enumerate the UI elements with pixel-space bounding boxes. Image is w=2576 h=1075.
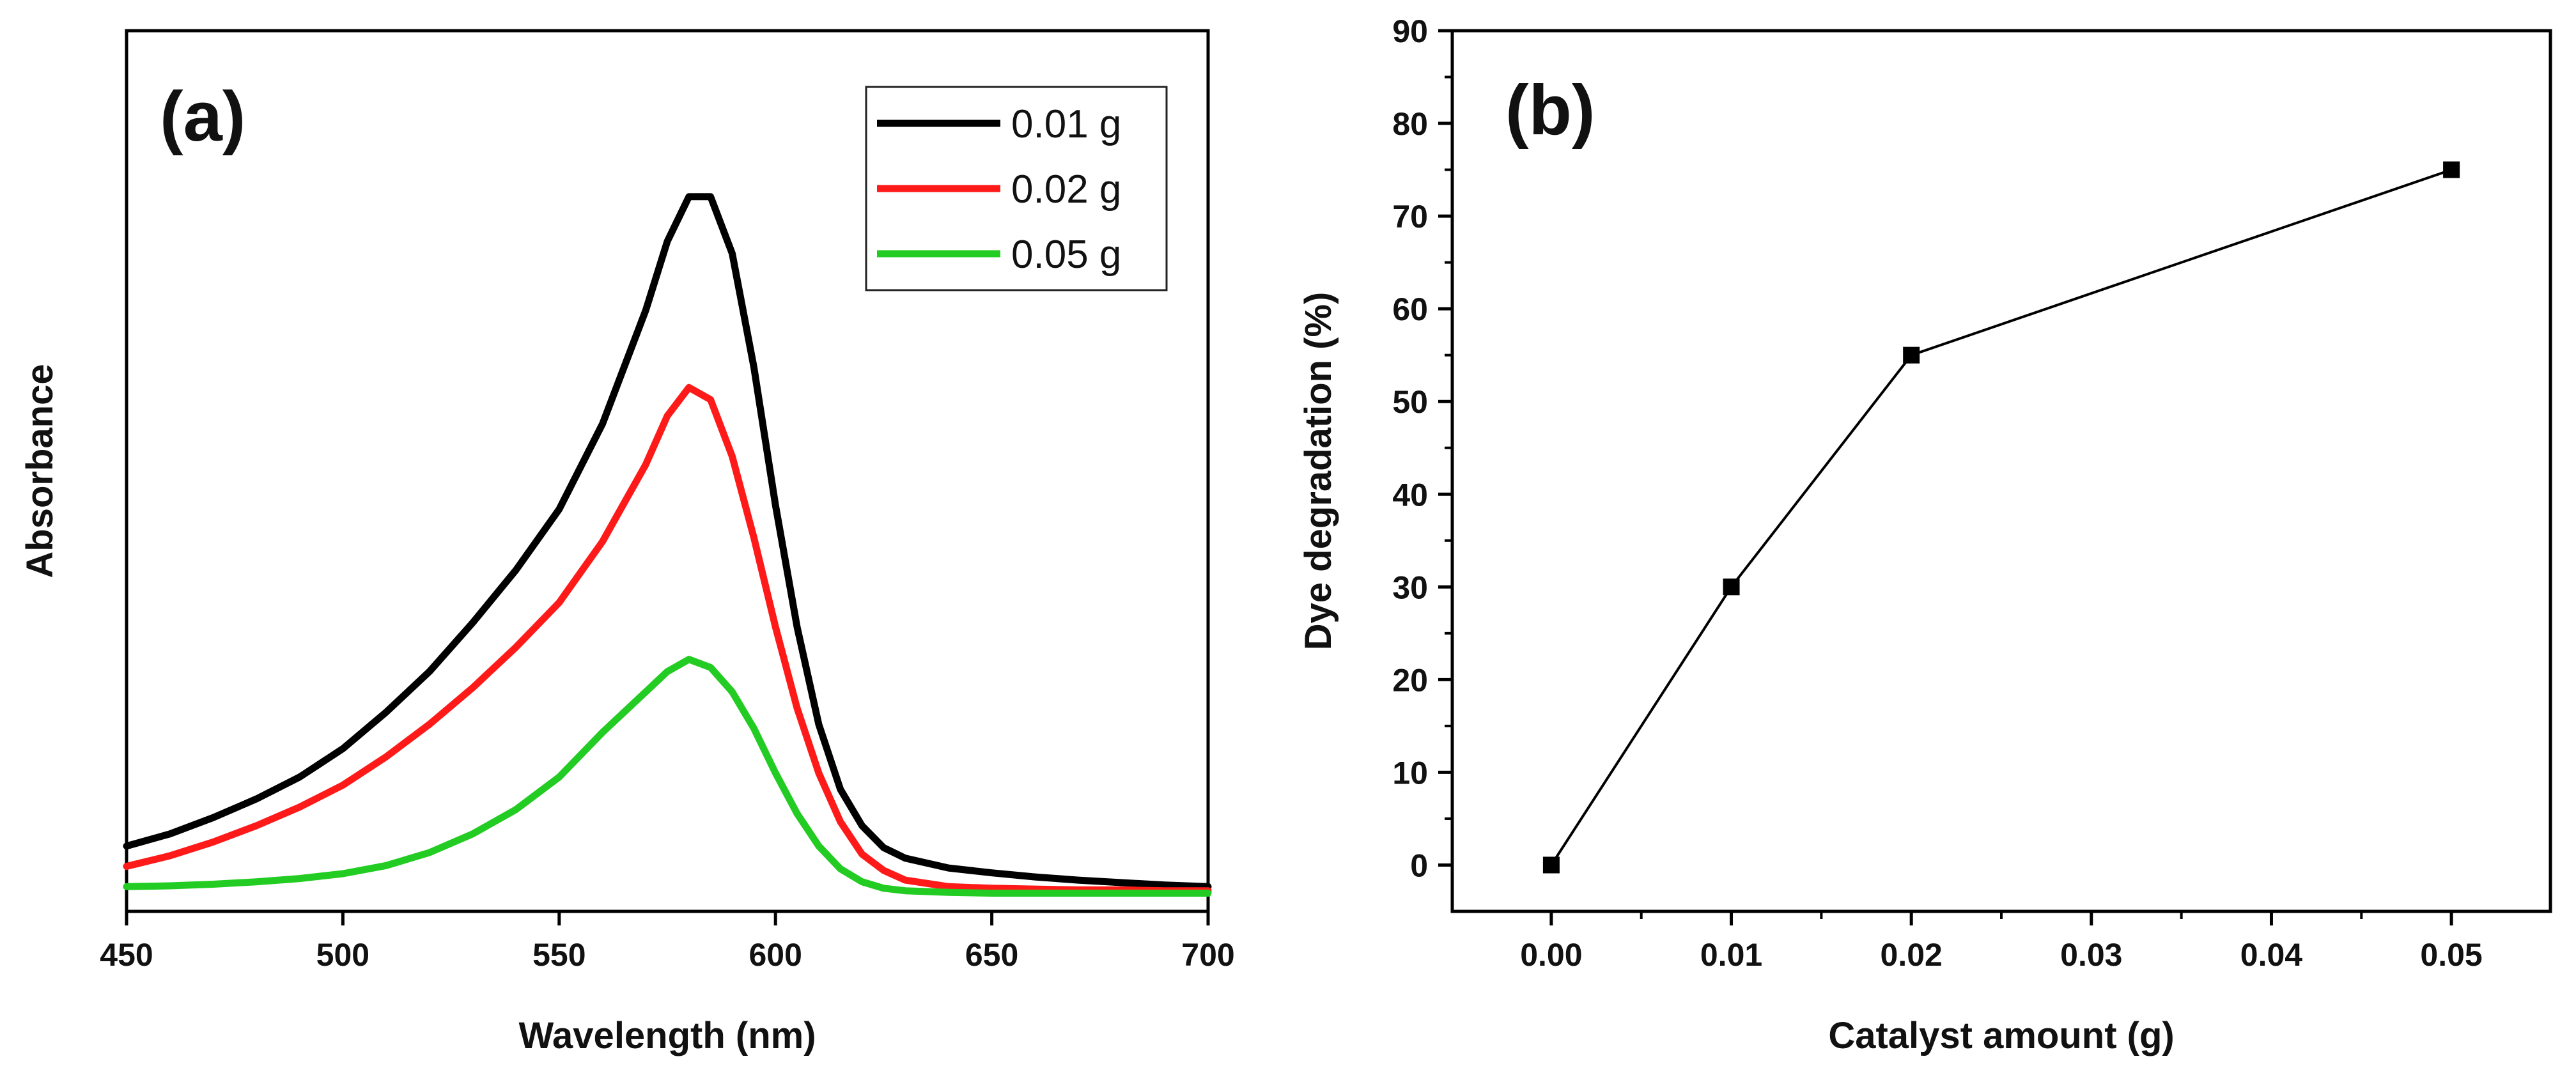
y-tick-label: 30 [1392,569,1428,605]
x-tick-label: 0.05 [2420,937,2482,973]
absorbance-curve-0-01-g [123,193,1212,890]
panel-b-degradation-chart: 0.00 0.01 0.02 0.03 0.04 0.05 0 10 20 30 40 50 60 70 8… [1298,13,2552,1056]
panel-a-plot-frame [125,29,1210,913]
y-tick-label: 20 [1392,662,1428,698]
x-tick-label: 0.01 [1700,937,1762,973]
y-tick-label: 90 [1392,13,1428,49]
x-tick-label: 600 [749,937,802,973]
x-tick-label: 0.02 [1881,937,1943,973]
legend-label-0-01g: 0.01 g [1011,102,1121,146]
y-tick-label: 80 [1392,106,1428,142]
x-tick-label: 700 [1181,937,1234,973]
y-tick-label: 50 [1392,384,1428,420]
y-tick-label: 10 [1392,755,1428,791]
panel-a-x-axis-label: Wavelength (nm) [518,1015,816,1056]
x-tick-label: 0.03 [2060,937,2122,973]
panel-b-ticks: 0.00 0.01 0.02 0.03 0.04 0.05 0 10 20 30 40 50 60 70 8… [1392,13,2482,973]
x-tick-label: 0.00 [1520,937,1582,973]
x-tick-label: 500 [316,937,369,973]
x-tick-label: 0.04 [2240,937,2303,973]
y-tick-label: 70 [1392,199,1428,235]
absorbance-curve-0-05-g [123,656,1212,897]
panel-b-x-axis-label: Catalyst amount (g) [1828,1015,2174,1056]
x-tick-label: 650 [965,937,1018,973]
y-tick-label: 0 [1410,847,1428,883]
panel-b-plot-frame [1450,29,2552,913]
panel-b-series [1542,161,2460,874]
data-point-marker [1723,578,1740,596]
data-point-marker [1903,346,1920,364]
panel-b-y-axis-label: Dye degradation (%) [1298,292,1339,651]
x-tick-label: 550 [532,937,586,973]
degradation-line [1550,168,2452,866]
x-tick-label: 450 [100,937,153,973]
panel-a-absorbance-chart: 450 500 550 600 650 700 (a) Wavelength (nm) A… [19,29,1235,1056]
y-tick-label: 60 [1392,291,1428,327]
panel-a-y-axis-label: Absorbance [19,364,61,578]
panel-a-label: (a) [160,77,245,156]
y-tick-label: 40 [1392,477,1428,513]
panel-a-x-ticks: 450 500 550 600 650 700 [100,911,1235,973]
panel-b-label: (b) [1505,71,1595,150]
panel-a-legend: 0.01 g 0.02 g 0.05 g [865,86,1168,291]
data-point-marker [2443,161,2460,178]
legend-label-0-02g: 0.02 g [1011,167,1121,212]
data-point-marker [1542,856,1560,874]
panel-a-curves [123,193,1212,897]
legend-label-0-05g: 0.05 g [1011,233,1121,277]
absorbance-curve-0-02-g [123,383,1212,895]
